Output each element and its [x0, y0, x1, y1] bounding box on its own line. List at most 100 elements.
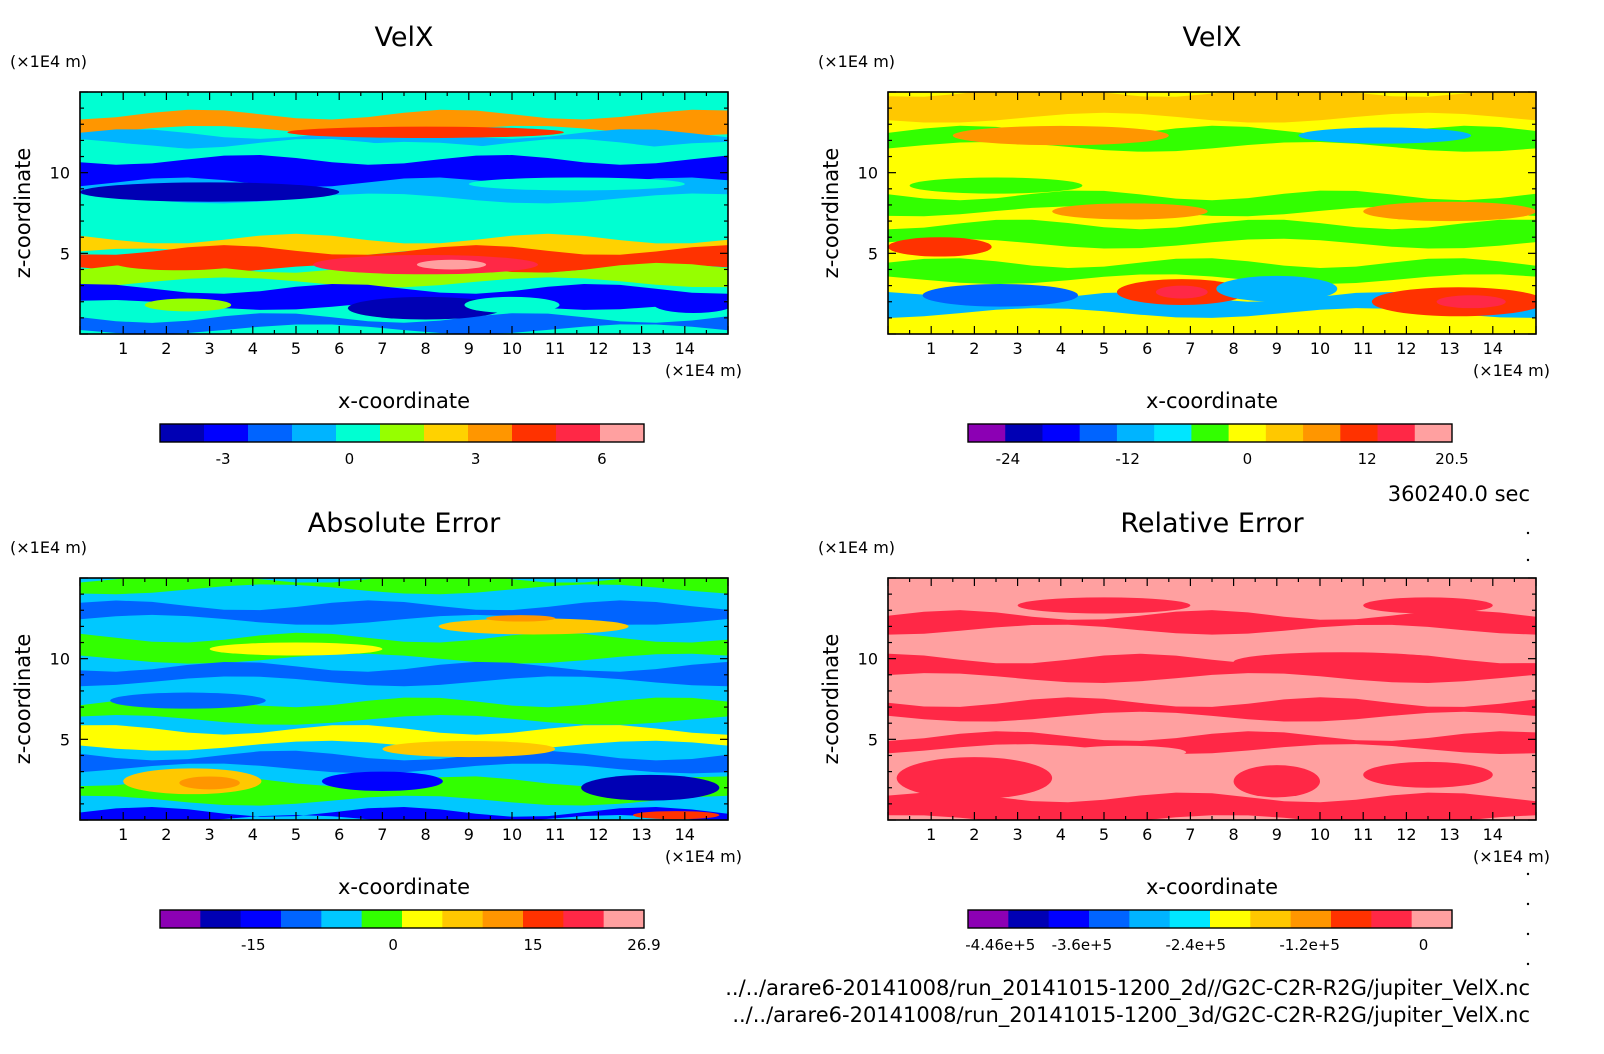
contour-field — [888, 578, 1536, 820]
colorbar-swatch — [563, 910, 605, 928]
colorbar-tick-label: 0 — [1419, 936, 1429, 954]
contour-band — [80, 661, 728, 687]
y-tick-label: 10 — [858, 650, 878, 669]
contour-blob — [1363, 201, 1536, 222]
tick-marks — [79, 577, 729, 821]
colorbar-swatch — [204, 424, 249, 442]
contour-band — [888, 697, 1536, 722]
x-axis-label: x-coordinate — [1146, 875, 1278, 899]
x-tick-label: 9 — [1272, 339, 1282, 358]
colorbar-tick-label: -12 — [1115, 450, 1140, 468]
colorbar-swatch — [556, 424, 601, 442]
colorbar-tick-label: -15 — [241, 936, 266, 954]
x-tick-label: 5 — [291, 825, 301, 844]
contour-blob — [1233, 765, 1321, 798]
colorbar: -3 0 3 6 — [159, 423, 645, 468]
x-tick-label: 9 — [1272, 825, 1282, 844]
x-tick-label: 12 — [588, 339, 608, 358]
contour-band — [80, 313, 728, 334]
y-axis-label: z-coordinate — [11, 634, 35, 765]
colorbar-tick-label: -4.46e+5 — [965, 936, 1035, 954]
y-axis-label: z-coordinate — [819, 634, 843, 765]
x-tick-label: 10 — [1310, 339, 1330, 358]
y-tick-label: 5 — [868, 730, 878, 749]
x-tick-label: 1 — [118, 339, 128, 358]
x-tick-label: 4 — [248, 339, 258, 358]
y-tick-label: 5 — [60, 730, 70, 749]
x-tick-label: 6 — [334, 825, 344, 844]
y-unit-label: (×1E4 m) — [818, 52, 895, 71]
x-unit-label: (×1E4 m) — [665, 847, 742, 866]
colorbar-tick-label: 20.5 — [1435, 450, 1468, 468]
contour-blob — [1363, 597, 1493, 614]
contour-band — [888, 610, 1536, 635]
x-tick-label: 4 — [1056, 339, 1066, 358]
contour-band — [80, 750, 728, 774]
contour-band — [888, 219, 1536, 249]
colorbar-swatch — [968, 910, 1009, 928]
x-tick-label: 1 — [926, 825, 936, 844]
colorbar-swatch — [1042, 424, 1081, 442]
contour-blob — [1216, 275, 1338, 302]
contour-band — [888, 319, 1536, 334]
x-axis-label: x-coordinate — [1146, 389, 1278, 413]
x-tick-label: 12 — [588, 825, 608, 844]
contour-band — [80, 578, 728, 595]
contour-band — [888, 792, 1536, 820]
contour-blob — [416, 259, 487, 270]
colorbar-swatch — [1079, 424, 1118, 442]
contour-blob — [1233, 652, 1450, 672]
contour-blob — [80, 182, 340, 202]
colorbar-tick-label: -3.6e+5 — [1052, 936, 1113, 954]
contour-blob — [1298, 127, 1472, 144]
x-tick-label: 14 — [1483, 825, 1503, 844]
x-unit-label: (×1E4 m) — [1473, 847, 1550, 866]
x-tick-label: 5 — [1099, 825, 1109, 844]
x-axis-label: x-coordinate — [338, 389, 470, 413]
contour-field — [888, 92, 1536, 334]
colorbar-swatch — [442, 910, 484, 928]
x-tick-label: 14 — [675, 339, 695, 358]
x-axis-label: x-coordinate — [338, 875, 470, 899]
colorbar-swatch — [1340, 424, 1379, 442]
y-tick-label: 10 — [50, 164, 70, 183]
tick-marks — [887, 577, 1537, 821]
contour-blob — [632, 811, 720, 820]
colorbar-swatch — [200, 910, 242, 928]
x-tick-label: 3 — [1013, 339, 1023, 358]
colorbar-swatch — [1089, 910, 1130, 928]
colorbar-tick-label: 15 — [523, 936, 542, 954]
x-tick-label: 5 — [1099, 339, 1109, 358]
x-tick-label: 7 — [377, 825, 387, 844]
contour-blob — [486, 615, 556, 622]
colorbar-tick-label: -24 — [996, 450, 1021, 468]
contour-blob — [909, 177, 1083, 194]
colorbar-swatch — [160, 910, 201, 928]
x-unit-label: (×1E4 m) — [1473, 361, 1550, 380]
x-tick-label: 6 — [1142, 339, 1152, 358]
colorbar-swatch — [424, 424, 469, 442]
y-unit-label: (×1E4 m) — [10, 538, 87, 557]
x-tick-label: 13 — [631, 339, 651, 358]
contour-blob — [464, 296, 560, 314]
x-tick-label: 10 — [1310, 825, 1330, 844]
contour-blob — [888, 237, 992, 257]
x-tick-label: 12 — [1396, 339, 1416, 358]
colorbar-swatch — [380, 424, 425, 442]
contour-field — [80, 578, 728, 820]
colorbar: -4.46e+5 -3.6e+5 -2.4e+5 -1.2e+5 0 — [965, 909, 1453, 954]
x-tick-label: 7 — [1185, 825, 1195, 844]
x-unit-label: (×1E4 m) — [665, 361, 742, 380]
x-tick-label: 8 — [421, 339, 431, 358]
colorbar-frame — [967, 909, 1453, 929]
contour-band — [888, 190, 1536, 217]
colorbar-tick-label: 3 — [471, 450, 481, 468]
colorbar-frame — [159, 909, 645, 929]
colorbar-swatch — [160, 424, 205, 442]
colorbar-tick-label: 0 — [1243, 450, 1253, 468]
y-tick-label: 10 — [858, 164, 878, 183]
x-tick-label: 7 — [1185, 339, 1195, 358]
x-tick-label: 13 — [1439, 339, 1459, 358]
